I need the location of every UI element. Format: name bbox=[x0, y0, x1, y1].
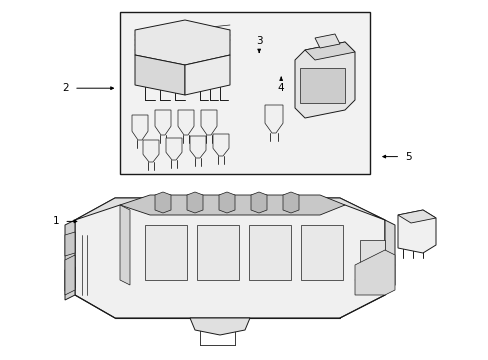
Polygon shape bbox=[213, 134, 228, 156]
Polygon shape bbox=[165, 138, 182, 160]
Polygon shape bbox=[201, 110, 217, 135]
Polygon shape bbox=[314, 34, 339, 48]
Polygon shape bbox=[65, 232, 75, 256]
Bar bbox=[120, 12, 369, 174]
Polygon shape bbox=[155, 110, 171, 135]
Polygon shape bbox=[132, 115, 148, 140]
Polygon shape bbox=[135, 20, 229, 65]
Bar bbox=[248, 225, 290, 280]
Text: 5: 5 bbox=[404, 152, 411, 162]
Polygon shape bbox=[354, 250, 394, 295]
Bar bbox=[145, 225, 186, 280]
Polygon shape bbox=[190, 136, 205, 158]
Polygon shape bbox=[155, 192, 171, 213]
Polygon shape bbox=[65, 220, 75, 300]
Polygon shape bbox=[186, 192, 203, 213]
Polygon shape bbox=[190, 318, 249, 335]
Polygon shape bbox=[264, 105, 283, 133]
Text: 3: 3 bbox=[255, 36, 262, 46]
Polygon shape bbox=[305, 42, 354, 60]
Bar bbox=[197, 225, 239, 280]
Polygon shape bbox=[184, 55, 229, 95]
Bar bbox=[299, 68, 345, 103]
Polygon shape bbox=[294, 42, 354, 118]
Polygon shape bbox=[120, 205, 130, 285]
Bar bbox=[301, 225, 342, 280]
Polygon shape bbox=[250, 192, 266, 213]
Bar bbox=[359, 240, 384, 280]
Polygon shape bbox=[65, 255, 75, 295]
Polygon shape bbox=[397, 210, 435, 253]
Text: 4: 4 bbox=[277, 83, 284, 93]
Text: 1: 1 bbox=[53, 216, 60, 226]
Text: 2: 2 bbox=[62, 83, 69, 93]
Polygon shape bbox=[142, 140, 159, 162]
Polygon shape bbox=[75, 198, 384, 220]
Polygon shape bbox=[283, 192, 298, 213]
Polygon shape bbox=[65, 267, 75, 291]
Polygon shape bbox=[384, 220, 394, 295]
Polygon shape bbox=[397, 210, 435, 223]
Polygon shape bbox=[120, 195, 345, 215]
Polygon shape bbox=[178, 110, 194, 135]
Polygon shape bbox=[135, 55, 184, 95]
Polygon shape bbox=[75, 198, 384, 318]
Polygon shape bbox=[219, 192, 235, 213]
